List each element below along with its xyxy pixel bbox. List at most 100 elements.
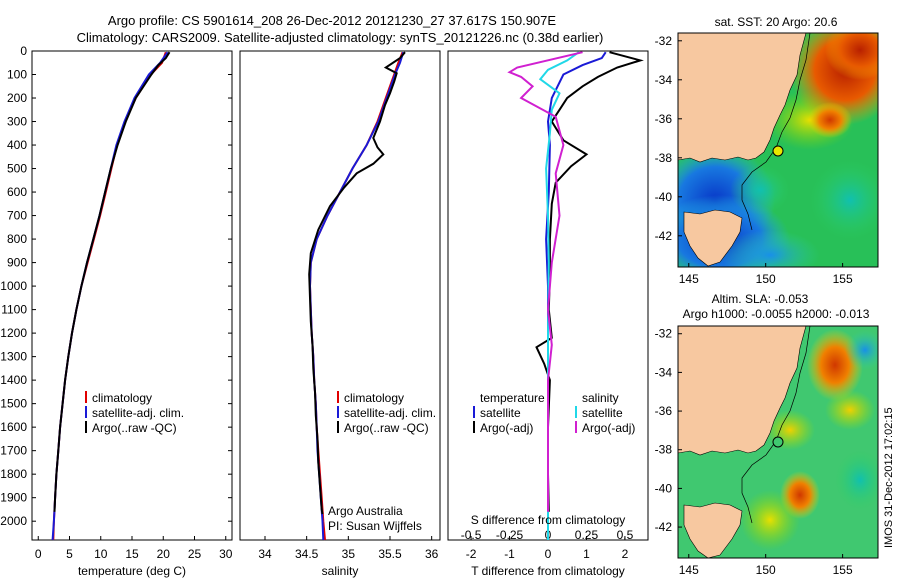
legend-t-satellite: satellite [480,406,521,420]
salinity-tick-label: 36 [425,547,439,561]
depth-tick-label: 2000 [0,514,27,528]
temperature-tick-label: 5 [66,547,73,561]
lon-tick-label: 150 [756,272,776,286]
depth-tick-label: 0 [20,44,27,58]
header-line-2: Climatology: CARS2009. Satellite-adjuste… [77,30,604,45]
sst-tasmania [683,209,743,267]
lat-tick-label: -34 [655,73,673,87]
lon-tick-label: 155 [833,272,853,286]
legend-t-argo: Argo(-adj) [480,421,533,435]
sla-map: Altim. SLA: -0.053 Argo h1000: -0.0055 h… [655,292,879,577]
sla-map-title-2: Argo h1000: -0.0055 h2000: -0.013 [683,307,870,321]
lon-tick-label: 155 [833,563,853,577]
salinity-legend: climatology satellite-adj. clim. Argo(..… [337,391,436,435]
legend-temperature-heading: temperature [480,391,545,405]
legend-climatology: climatology [92,391,152,405]
depth-tick-label: 600 [7,185,27,199]
lon-tick-label: 150 [756,563,776,577]
depth-tick-label: 100 [7,68,27,82]
s-difference-tick-label: 0.25 [575,528,599,542]
sla-land [678,326,807,456]
lat-tick-label: -42 [655,229,673,243]
sst-map: sat. SST: 20 Argo: 20.6 -32-34-36-38-40-… [655,15,879,286]
timestamp-stamp: IMOS 31-Dec-2012 17:02:15 [883,407,895,548]
sla-map-field [678,326,878,558]
temperature-profile-lines [51,51,171,541]
temperature-tick-label: 15 [125,547,139,561]
sst-map-title: sat. SST: 20 Argo: 20.6 [715,15,838,29]
depth-tick-label: 1600 [0,420,27,434]
depth-tick-label: 900 [7,256,27,270]
t-difference-tick-label: -2 [466,547,477,561]
lon-tick-label: 145 [679,563,699,577]
depth-tick-label: 1400 [0,373,27,387]
depth-tick-label: 1500 [0,397,27,411]
lat-tick-label: -42 [655,520,673,534]
series-argo-raw-qc- [308,51,406,515]
sst-lat-tick-labels: -32 -34 -36 -38 -40 -42 [655,34,682,243]
sst-map-field [678,33,878,267]
sst-lon-tick-labels: 145 150 155 [679,263,853,286]
sla-lon-tick-labels: 145 150 155 [679,554,853,577]
credit-line-2: PI: Susan Wijffels [328,519,422,533]
lon-tick-label: 145 [679,272,699,286]
salinity-tick-labels: 34 34.5 35 35.5 36 [258,536,439,561]
s-difference-label: S difference from climatology [471,513,626,527]
t-difference-tick-label: -1 [504,547,515,561]
salinity-tick-label: 34.5 [295,547,319,561]
temperature-tick-label: 25 [188,547,202,561]
difference-panel: -2 -1 0 1 2 -0.5 -0.25 0 0.25 0.5 temperature sa… [447,50,649,578]
legend-s-argo: Argo(-adj) [582,421,635,435]
depth-tick-label: 300 [7,115,27,129]
depth-tick-label: 1300 [0,350,27,364]
difference-legend: temperature satellite Argo(-adj) salinit… [473,391,635,435]
lat-tick-label: -34 [655,365,673,379]
temperature-panel: 0100200300400500600700800900100011001200… [0,44,648,578]
t-difference-tick-label: 0 [545,547,552,561]
s-difference-tick-label: 0.5 [617,528,634,542]
sst-land [678,33,807,163]
temperature-tick-label: 0 [35,547,42,561]
lat-tick-label: -38 [655,443,673,457]
legend-climatology: climatology [344,391,404,405]
s-difference-tick-label: -0.25 [496,528,524,542]
sla-lat-tick-labels: -32 -34 -36 -38 -40 -42 [655,327,682,534]
depth-tick-label: 1700 [0,444,27,458]
temperature-tick-labels: 0 5 10 15 20 25 30 [35,536,233,561]
s-difference-tick-label: -0.5 [461,528,482,542]
lat-tick-label: -36 [655,112,673,126]
t-difference-tick-label: 1 [583,547,590,561]
lat-tick-label: -40 [655,481,673,495]
credit-line-1: Argo Australia [328,504,403,518]
depth-tick-label: 1800 [0,467,27,481]
depth-tick-label: 800 [7,232,27,246]
temperature-legend: climatology satellite-adj. clim. Argo(..… [85,391,184,435]
sst-argo-position [772,145,784,157]
lat-tick-label: -38 [655,151,673,165]
salinity-tick-label: 35 [342,547,356,561]
t-difference-xlabel: T difference from climatology [471,564,625,578]
sla-argo-position [772,436,784,448]
salinity-profile-lines [308,51,406,541]
lat-tick-label: -40 [655,190,673,204]
lat-tick-label: -36 [655,404,673,418]
sla-tasmania [683,502,743,558]
legend-satellite: satellite-adj. clim. [92,406,184,420]
legend-argo: Argo(..raw -QC) [92,421,177,435]
depth-tick-label: 500 [7,162,27,176]
legend-s-satellite: satellite [582,406,623,420]
lat-tick-label: -32 [655,327,673,341]
salinity-axes-frame [239,50,441,541]
legend-satellite: satellite-adj. clim. [344,406,436,420]
temperature-axes-frame [31,50,233,541]
salinity-panel: 34 34.5 35 35.5 36 climatology satellite-adj… [239,50,441,578]
depth-tick-label: 1100 [1,303,27,317]
salinity-tick-label: 35.5 [378,547,402,561]
depth-tick-label: 1000 [0,279,27,293]
temperature-tick-label: 10 [94,547,108,561]
salinity-tick-label: 34 [258,547,272,561]
depth-tick-label: 400 [7,138,27,152]
depth-tick-label: 700 [7,209,27,223]
sla-map-title-1: Altim. SLA: -0.053 [712,292,809,306]
